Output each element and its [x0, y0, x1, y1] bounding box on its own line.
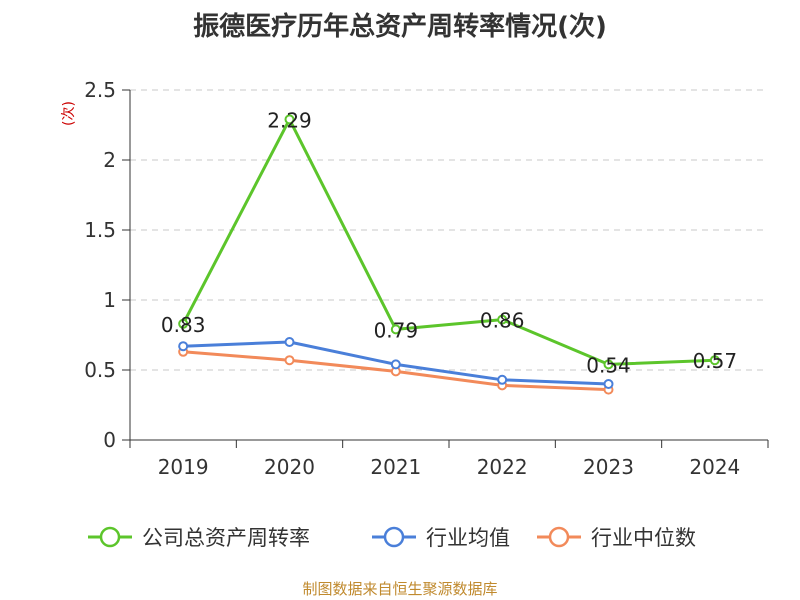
- grid-lines: [130, 89, 768, 371]
- data-point: [390, 324, 401, 335]
- data-label: 0.54: [586, 353, 631, 377]
- data-label: 0.57: [693, 349, 738, 373]
- y-tick-label: 0.5: [84, 358, 116, 382]
- series-lines: [178, 114, 720, 395]
- legend: 公司总资产周转率 行业均值 行业中位数: [88, 526, 696, 550]
- x-tick-label: 2024: [689, 455, 740, 479]
- x-tick-label: 2020: [264, 455, 315, 479]
- y-tick-label: 2.5: [84, 78, 116, 102]
- data-point: [603, 379, 614, 389]
- x-tick-label: 2023: [583, 455, 634, 479]
- y-tick-label: 2: [103, 148, 116, 172]
- chart-title: 振德医疗历年总资产周转率情况(次): [193, 12, 607, 42]
- y-tick-label: 0: [103, 428, 116, 452]
- data-label: 0.86: [480, 309, 525, 333]
- data-point: [603, 359, 614, 370]
- x-tick-label: 2019: [158, 455, 209, 479]
- data-point: [709, 355, 720, 366]
- source-note: 制图数据来自恒生聚源数据库: [302, 580, 498, 598]
- data-point: [284, 114, 295, 125]
- data-point: [178, 318, 189, 329]
- data-point: [178, 341, 189, 352]
- data-label: 0.83: [161, 313, 206, 337]
- data-point: [497, 374, 508, 385]
- data-point: [284, 355, 295, 366]
- legend-marker: [548, 526, 570, 548]
- series-line: [181, 117, 715, 366]
- data-label: 0.79: [374, 318, 419, 342]
- x-tick-label: 2021: [370, 455, 421, 479]
- legend-label: 行业中位数: [591, 526, 696, 550]
- data-point: [390, 359, 401, 370]
- legend-label: 公司总资产周转率: [142, 526, 310, 550]
- data-labels: 0.83 2.29 0.79 0.86 0.54 0.57: [161, 108, 737, 377]
- y-tick-label: 1.5: [84, 218, 116, 242]
- legend-marker: [99, 526, 121, 548]
- data-point: [284, 337, 295, 347]
- axes: 0 0.5 1 1.5 2 2.5 2019 2020 2021 2022 2023 2024: [84, 78, 769, 479]
- legend-label: 行业均值: [426, 526, 510, 550]
- x-tick-label: 2022: [477, 455, 528, 479]
- y-tick-label: 1: [103, 288, 116, 312]
- data-label: 2.29: [267, 108, 312, 132]
- data-point: [497, 314, 508, 325]
- legend-marker: [383, 526, 405, 548]
